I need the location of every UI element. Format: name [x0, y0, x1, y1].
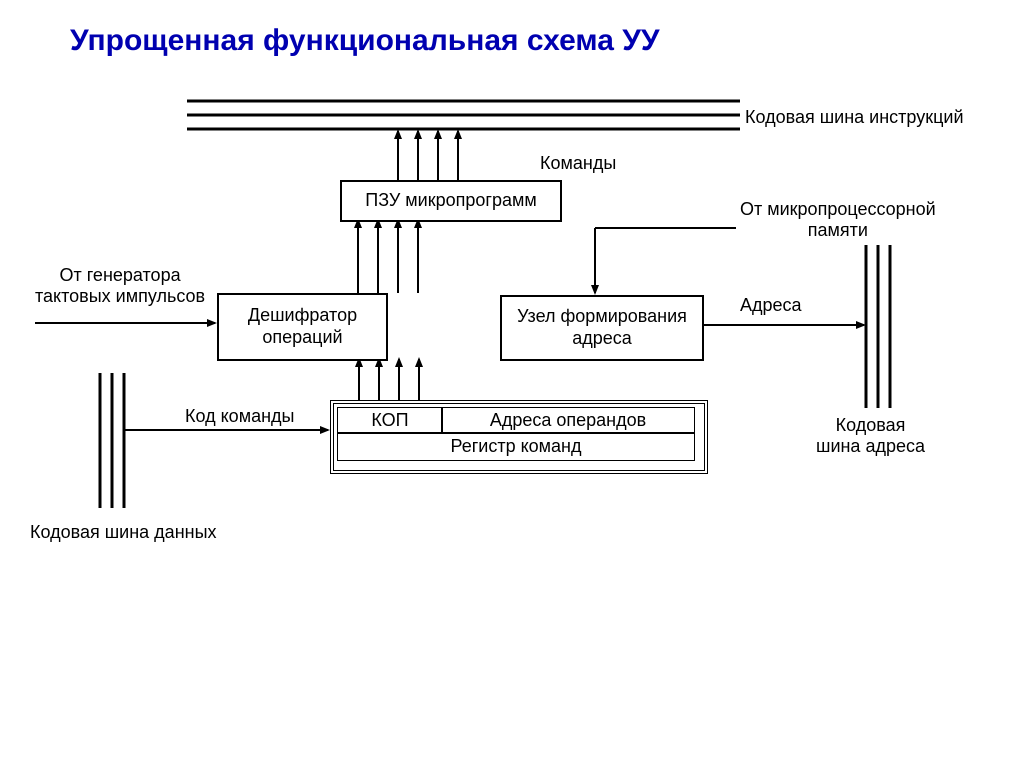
label-bus-data: Кодовая шина данных: [30, 522, 217, 543]
block-decoder: Дешифратор операций: [217, 293, 388, 361]
label-from-mp-memory: От микропроцессорной памяти: [740, 199, 936, 240]
cell-kop-label: КОП: [371, 410, 408, 431]
arrows-decoder-to-pzu: [358, 220, 418, 293]
cell-operand-addresses-label: Адреса операндов: [490, 410, 646, 431]
block-pzu: ПЗУ микропрограмм: [340, 180, 562, 222]
label-cmd-code: Код команды: [185, 406, 294, 427]
block-pzu-label: ПЗУ микропрограмм: [365, 190, 536, 212]
label-bus-address: Кодовая шина адреса: [816, 415, 925, 456]
label-commands: Команды: [540, 153, 616, 174]
block-addr-unit-label: Узел формирования адреса: [517, 306, 687, 349]
cell-cmd-register-label: Регистр команд: [450, 436, 581, 457]
cell-operand-addresses: Адреса операндов: [441, 407, 695, 434]
cell-cmd-register: Регистр команд: [337, 432, 695, 461]
bus-address: [866, 245, 890, 408]
block-addr-unit: Узел формирования адреса: [500, 295, 704, 361]
label-addresses: Адреса: [740, 295, 802, 316]
block-decoder-label: Дешифратор операций: [248, 305, 357, 348]
arrows-pzu-to-bus: [398, 131, 458, 180]
label-bus-instructions: Кодовая шина инструкций: [745, 107, 964, 128]
cell-kop: КОП: [337, 407, 443, 434]
label-clock-gen: От генератора тактовых импульсов: [35, 265, 205, 306]
bus-instructions: [187, 101, 740, 129]
arrow-mpmem-to-addrunit: [595, 228, 736, 293]
bus-data: [100, 373, 124, 508]
arrows-register-to-decoder: [359, 359, 419, 400]
